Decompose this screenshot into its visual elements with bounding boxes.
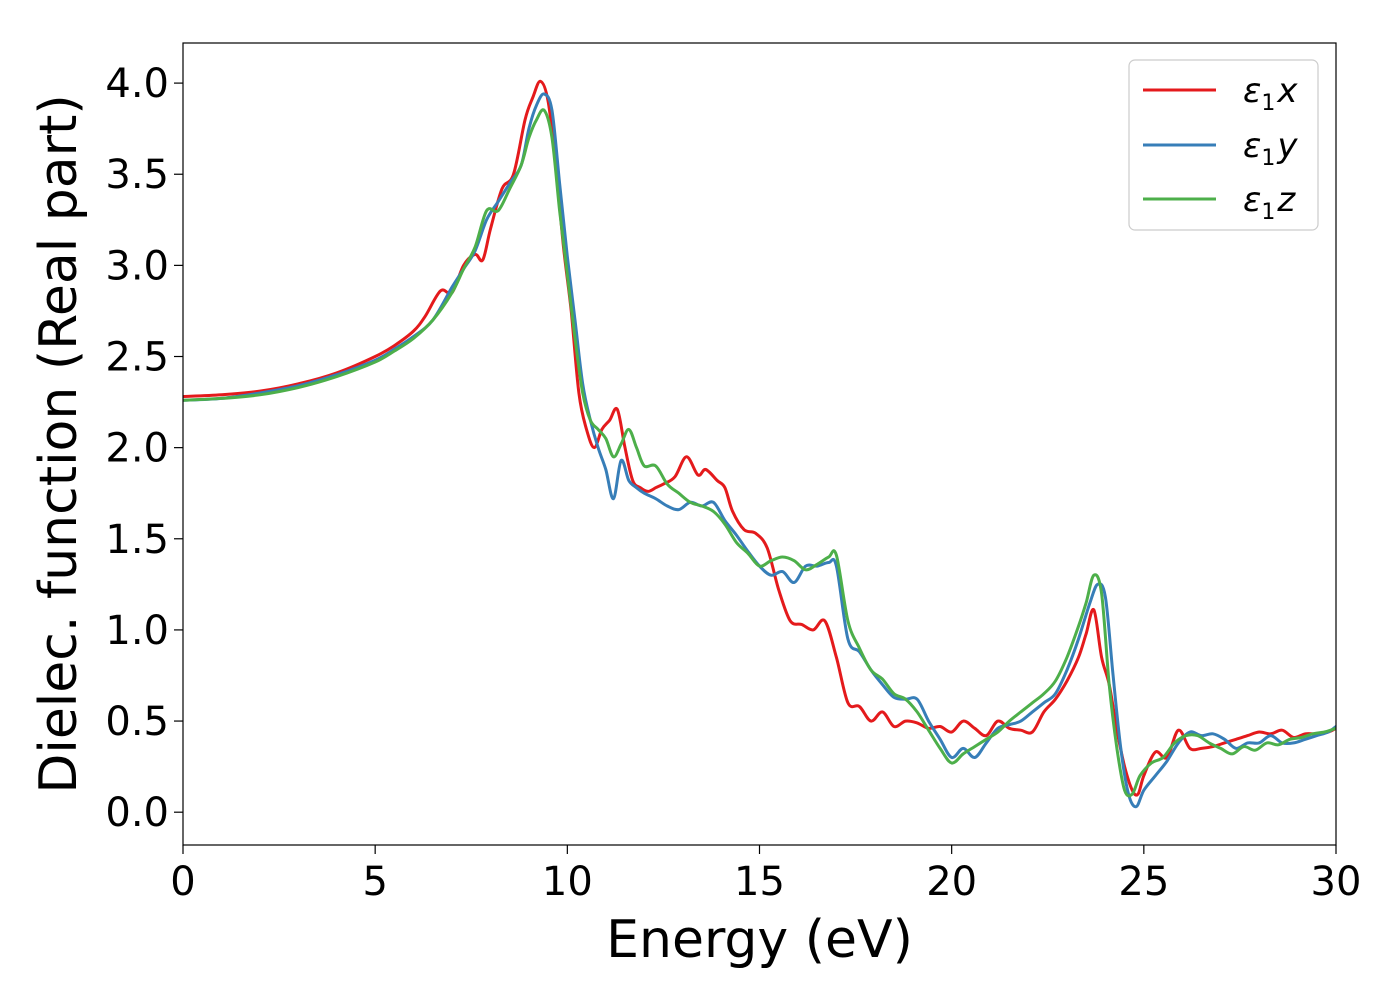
y-tick-label: 1.0	[105, 608, 169, 654]
series-line-z	[183, 108, 1336, 798]
legend-label-y: ε1y	[1243, 126, 1298, 171]
legend-label-x: ε1x	[1243, 71, 1298, 116]
legend-entries: ε1x ε1y ε1z	[1143, 71, 1298, 225]
x-tick-label: 10	[542, 859, 593, 905]
y-tick-label: 3.5	[105, 152, 169, 198]
x-tick-label: 0	[170, 859, 195, 905]
series-line-x	[183, 79, 1336, 797]
y-tick-label: 2.0	[105, 426, 169, 472]
x-tick-label: 15	[734, 859, 785, 905]
y-tick-label: 0.0	[105, 790, 169, 836]
y-axis-label: Dielec. function (Real part)	[29, 94, 89, 793]
series-line-y	[183, 92, 1336, 809]
y-tick-label: 3.0	[105, 243, 169, 289]
x-tick-label: 30	[1311, 859, 1362, 905]
y-tick-label: 2.5	[105, 335, 169, 381]
legend: ε1x ε1y ε1z	[1128, 59, 1319, 231]
x-axis-label: Energy (eV)	[606, 910, 913, 970]
y-axis-ticks: 0.0 0.5 1.0 1.5 2.0 2.5 3.0 3.5 4.0	[105, 61, 183, 836]
series-layer	[183, 79, 1336, 809]
y-tick-label: 0.5	[105, 699, 169, 745]
x-tick-label: 20	[926, 859, 977, 905]
x-tick-label: 25	[1118, 859, 1169, 905]
legend-label-z: ε1z	[1243, 180, 1296, 225]
x-axis-ticks: 0 5 10 15 20 25 30	[170, 845, 1361, 905]
y-tick-label: 4.0	[105, 61, 169, 107]
x-tick-label: 5	[362, 859, 387, 905]
y-tick-label: 1.5	[105, 517, 169, 563]
legend-box	[1128, 59, 1319, 231]
